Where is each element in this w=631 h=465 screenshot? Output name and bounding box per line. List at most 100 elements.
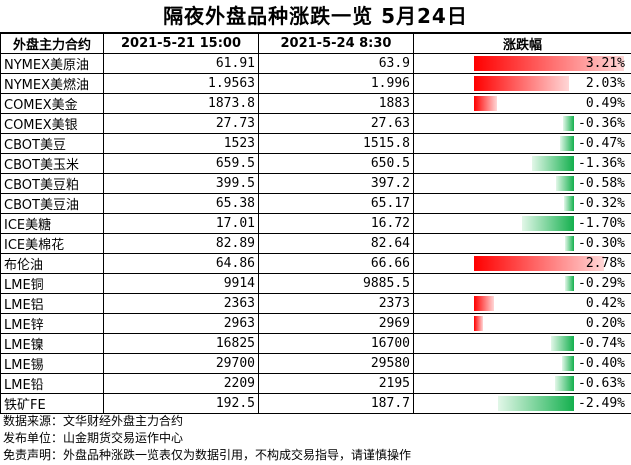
change-cell: 0.49% <box>413 93 631 114</box>
contract-name: NYMEX美原油 <box>0 53 104 74</box>
prev-price: 192.5 <box>103 393 259 414</box>
change-cell: -0.47% <box>413 133 631 154</box>
change-bar-down <box>556 176 574 191</box>
column-header-curr-time: 2021-5-24 8:30 <box>258 33 414 54</box>
prev-price: 65.38 <box>103 193 259 214</box>
change-cell: 3.21% <box>413 53 631 74</box>
curr-price: 27.63 <box>258 113 414 134</box>
contract-name: LME锡 <box>0 353 104 374</box>
curr-price: 82.64 <box>258 233 414 254</box>
change-bar-down <box>562 356 574 371</box>
prev-price: 27.73 <box>103 113 259 134</box>
change-cell: -0.32% <box>413 193 631 214</box>
prev-price: 64.86 <box>103 253 259 274</box>
curr-price: 63.9 <box>258 53 414 74</box>
change-percent: -1.70% <box>578 216 625 231</box>
change-bar-up <box>474 256 604 271</box>
table-row: LME铅 2209 2195 -0.63% <box>0 373 631 394</box>
prev-price: 1523 <box>103 133 259 154</box>
curr-price: 29580 <box>258 353 414 374</box>
prev-price: 659.5 <box>103 153 259 174</box>
table-row: LME铜 9914 9885.5 -0.29% <box>0 273 631 294</box>
prev-price: 2963 <box>103 313 259 334</box>
curr-price: 2195 <box>258 373 414 394</box>
change-bar-down <box>563 116 574 131</box>
change-percent: -0.63% <box>578 376 625 391</box>
change-percent: -1.36% <box>578 156 625 171</box>
table-row: CBOT美豆 1523 1515.8 -0.47% <box>0 133 631 154</box>
curr-price: 650.5 <box>258 153 414 174</box>
footer-publisher: 发布单位：山金期货交易运作中心 <box>3 431 184 445</box>
table-row: 铁矿FE 192.5 187.7 -2.49% <box>0 393 631 414</box>
curr-price: 9885.5 <box>258 273 414 294</box>
column-header-change: 涨跌幅 <box>413 33 631 54</box>
contract-name: LME铅 <box>0 373 104 394</box>
change-cell: -0.74% <box>413 333 631 354</box>
table-row: CBOT美豆油 65.38 65.17 -0.32% <box>0 193 631 214</box>
change-cell: 2.78% <box>413 253 631 274</box>
column-header-contract: 外盘主力合约 <box>0 33 104 54</box>
change-percent: 2.03% <box>585 76 625 91</box>
prev-price: 399.5 <box>103 173 259 194</box>
table-row: NYMEX美原油 61.91 63.9 3.21% <box>0 53 631 74</box>
table-row: LME锡 29700 29580 -0.40% <box>0 353 631 374</box>
curr-price: 187.7 <box>258 393 414 414</box>
contract-name: LME铜 <box>0 273 104 294</box>
contract-name: LME铝 <box>0 293 104 314</box>
curr-price: 1883 <box>258 93 414 114</box>
curr-price: 2373 <box>258 293 414 314</box>
change-percent: 0.20% <box>585 316 625 331</box>
contract-name: ICE美糖 <box>0 213 104 234</box>
change-cell: 0.42% <box>413 293 631 314</box>
change-cell: -0.30% <box>413 233 631 254</box>
change-cell: -0.58% <box>413 173 631 194</box>
table-row: COMEX美金 1873.8 1883 0.49% <box>0 93 631 114</box>
change-cell: 0.20% <box>413 313 631 334</box>
curr-price: 16700 <box>258 333 414 354</box>
change-percent: -0.40% <box>578 356 625 371</box>
contract-name: LME镍 <box>0 333 104 354</box>
table-row: COMEX美银 27.73 27.63 -0.36% <box>0 113 631 134</box>
contract-name: CBOT美豆粕 <box>0 173 104 194</box>
curr-price: 65.17 <box>258 193 414 214</box>
change-bar-down <box>532 156 574 171</box>
contract-name: 布伦油 <box>0 253 104 274</box>
change-percent: -0.58% <box>578 176 625 191</box>
prev-price: 17.01 <box>103 213 259 234</box>
contract-name: ICE美棉花 <box>0 233 104 254</box>
curr-price: 397.2 <box>258 173 414 194</box>
change-percent: -0.30% <box>578 236 625 251</box>
change-cell: -0.29% <box>413 273 631 294</box>
change-percent: -0.36% <box>578 116 625 131</box>
table-row: CBOT美玉米 659.5 650.5 -1.36% <box>0 153 631 174</box>
curr-price: 16.72 <box>258 213 414 234</box>
curr-price: 1.996 <box>258 73 414 94</box>
column-header-prev-time: 2021-5-21 15:00 <box>103 33 259 54</box>
table-row: 布伦油 64.86 66.66 2.78% <box>0 253 631 274</box>
prev-price: 61.91 <box>103 53 259 74</box>
footer-source: 数据来源：文华财经外盘主力合约 <box>3 414 184 428</box>
change-cell: -0.36% <box>413 113 631 134</box>
prev-price: 2363 <box>103 293 259 314</box>
prev-price: 82.89 <box>103 233 259 254</box>
prev-price: 1.9563 <box>103 73 259 94</box>
change-percent: 0.42% <box>585 296 625 311</box>
contract-name: CBOT美豆 <box>0 133 104 154</box>
change-bar-down <box>564 196 574 211</box>
change-bar-down <box>498 396 574 411</box>
change-percent: 3.21% <box>585 56 625 71</box>
table-row: NYMEX美燃油 1.9563 1.996 2.03% <box>0 73 631 94</box>
change-cell: -0.63% <box>413 373 631 394</box>
change-cell: 2.03% <box>413 73 631 94</box>
contract-name: CBOT美玉米 <box>0 153 104 174</box>
prev-price: 16825 <box>103 333 259 354</box>
contract-name: 铁矿FE <box>0 393 104 414</box>
table-row: CBOT美豆粕 399.5 397.2 -0.58% <box>0 173 631 194</box>
contract-name: COMEX美银 <box>0 113 104 134</box>
change-bar-down <box>551 336 574 351</box>
change-bar-down <box>560 136 574 151</box>
change-bar-up <box>474 56 624 71</box>
change-bar-up <box>474 316 483 331</box>
change-cell: -2.49% <box>413 393 631 414</box>
